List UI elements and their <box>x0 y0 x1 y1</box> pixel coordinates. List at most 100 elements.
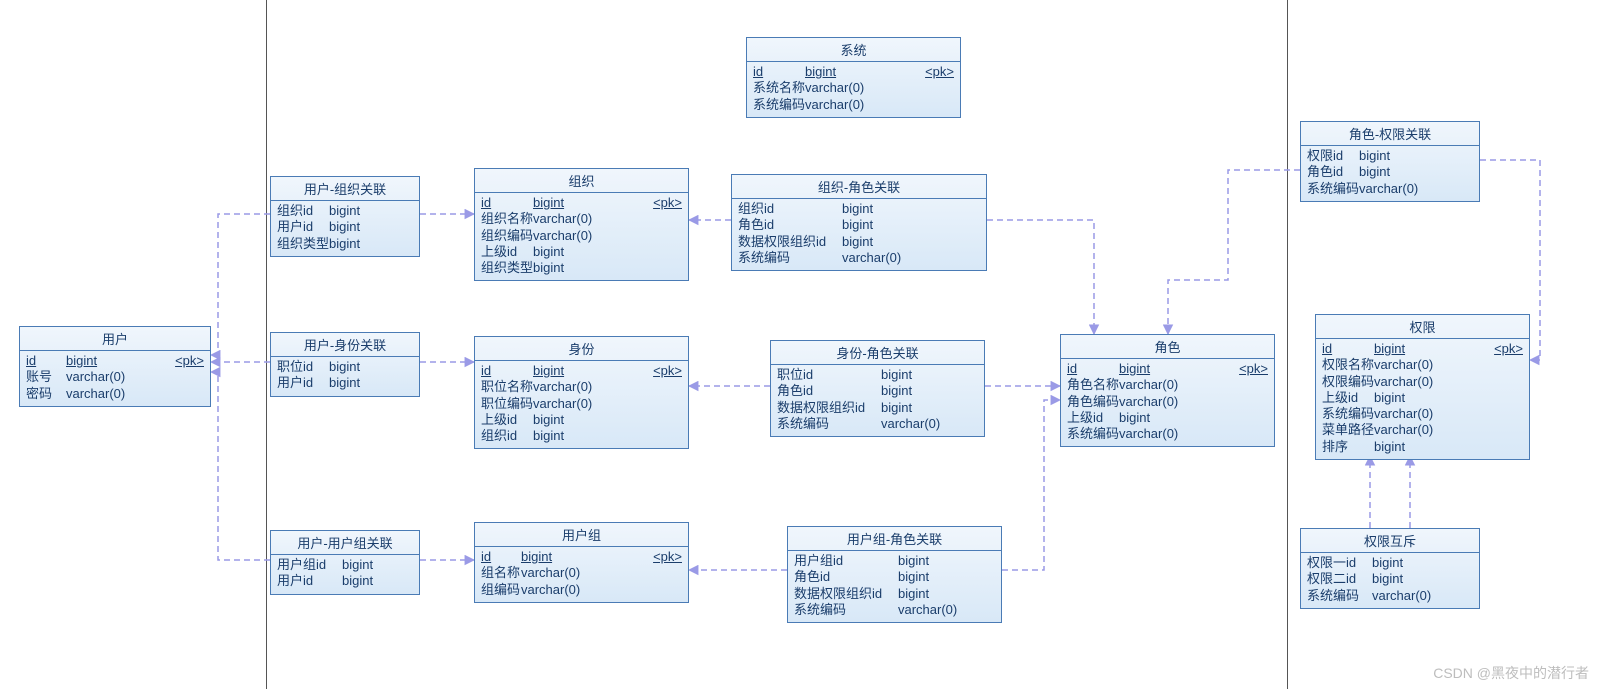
field-row: 上级idbigint <box>1067 410 1268 426</box>
field-type: bigint <box>66 353 141 369</box>
entity-title: 用户-身份关联 <box>271 333 419 357</box>
field-type: varchar(0) <box>805 97 880 113</box>
entity-role: 角色idbigint<pk>角色名称varchar(0)角色编码varchar(… <box>1060 334 1275 447</box>
entity-body: idbigint<pk>权限名称varchar(0)权限编码varchar(0)… <box>1316 339 1529 459</box>
connector <box>987 220 1094 334</box>
field-type: bigint <box>329 359 404 375</box>
field-type: bigint <box>842 201 917 217</box>
field-type: bigint <box>533 363 608 379</box>
field-type: bigint <box>1372 571 1447 587</box>
field-name: 密码 <box>26 386 66 402</box>
field-type: varchar(0) <box>1359 181 1434 197</box>
field-type: bigint <box>881 367 956 383</box>
field-name: id <box>753 64 805 80</box>
field-pk: <pk> <box>608 363 682 379</box>
field-type: bigint <box>533 195 608 211</box>
field-row: 账号varchar(0) <box>26 369 204 385</box>
entity-body: idbigint<pk>组织名称varchar(0)组织编码varchar(0)… <box>475 193 688 280</box>
field-row: 角色idbigint <box>1307 164 1473 180</box>
entity-title: 系统 <box>747 38 960 62</box>
field-row: 角色idbigint <box>738 217 980 233</box>
entity-iden_role: 身份-角色关联职位idbigint角色idbigint数据权限组织idbigin… <box>770 340 985 437</box>
field-row: 组织编码varchar(0) <box>481 228 682 244</box>
field-row: 数据权限组织idbigint <box>738 234 980 250</box>
entity-body: idbigint<pk>账号varchar(0)密码varchar(0) <box>20 351 210 406</box>
field-row: idbigint<pk> <box>481 195 682 211</box>
field-row: 系统编码varchar(0) <box>1322 406 1523 422</box>
field-type: varchar(0) <box>1374 357 1449 373</box>
entity-org: 组织idbigint<pk>组织名称varchar(0)组织编码varchar(… <box>474 168 689 281</box>
field-name: 角色id <box>738 217 842 233</box>
entity-body: 权限idbigint角色idbigint系统编码varchar(0) <box>1301 146 1479 201</box>
field-type: bigint <box>533 412 608 428</box>
entity-body: idbigint<pk>系统名称varchar(0)系统编码varchar(0) <box>747 62 960 117</box>
entity-title: 角色 <box>1061 335 1274 359</box>
field-row: 权限名称varchar(0) <box>1322 357 1523 373</box>
field-name: 组织id <box>277 203 329 219</box>
field-name: 上级id <box>1322 390 1374 406</box>
field-name: 权限id <box>1307 148 1359 164</box>
vline-right <box>1287 0 1288 689</box>
field-type: bigint <box>533 428 608 444</box>
field-type: bigint <box>342 573 417 589</box>
field-pk: <pk> <box>880 64 954 80</box>
entity-title: 权限互斥 <box>1301 529 1479 553</box>
field-type: bigint <box>1359 148 1434 164</box>
field-pk: <pk> <box>141 353 204 369</box>
field-row: 权限一idbigint <box>1307 555 1473 571</box>
field-row: 职位idbigint <box>777 367 978 383</box>
field-row: 上级idbigint <box>481 412 682 428</box>
entity-perm: 权限idbigint<pk>权限名称varchar(0)权限编码varchar(… <box>1315 314 1530 460</box>
field-type: bigint <box>329 203 404 219</box>
field-type: varchar(0) <box>521 565 596 581</box>
field-name: 系统编码 <box>777 416 881 432</box>
field-row: 权限二idbigint <box>1307 571 1473 587</box>
field-row: 组织类型bigint <box>481 260 682 276</box>
field-type: bigint <box>805 64 880 80</box>
field-name: 账号 <box>26 369 66 385</box>
entity-title: 组织-角色关联 <box>732 175 986 199</box>
field-name: 角色id <box>777 383 881 399</box>
field-row: 用户idbigint <box>277 375 413 391</box>
entity-title: 权限 <box>1316 315 1529 339</box>
field-row: 上级idbigint <box>481 244 682 260</box>
field-name: 权限编码 <box>1322 374 1374 390</box>
field-name: 系统编码 <box>1307 588 1372 604</box>
field-type: varchar(0) <box>842 250 917 266</box>
field-name: 组织编码 <box>481 228 533 244</box>
field-row: 组编码varchar(0) <box>481 582 682 598</box>
field-row: 数据权限组织idbigint <box>777 400 978 416</box>
field-name: 上级id <box>481 412 533 428</box>
field-type: varchar(0) <box>533 211 608 227</box>
entity-title: 用户 <box>20 327 210 351</box>
entity-body: idbigint<pk>职位名称varchar(0)职位编码varchar(0)… <box>475 361 688 448</box>
field-type: varchar(0) <box>1372 588 1447 604</box>
field-type: bigint <box>533 244 608 260</box>
field-type: varchar(0) <box>66 386 141 402</box>
field-type: bigint <box>1119 361 1194 377</box>
field-type: bigint <box>1374 390 1449 406</box>
field-type: varchar(0) <box>1119 377 1194 393</box>
field-row: 角色idbigint <box>777 383 978 399</box>
field-pk: <pk> <box>596 549 682 565</box>
field-type: varchar(0) <box>533 379 608 395</box>
field-type: bigint <box>881 400 956 416</box>
field-name: 排序 <box>1322 439 1374 455</box>
field-name: id <box>1322 341 1374 357</box>
field-name: 角色编码 <box>1067 394 1119 410</box>
field-type: bigint <box>1119 410 1194 426</box>
field-type: bigint <box>533 260 608 276</box>
field-row: 系统编码varchar(0) <box>794 602 995 618</box>
field-row: 角色名称varchar(0) <box>1067 377 1268 393</box>
entity-body: 职位idbigint用户idbigint <box>271 357 419 396</box>
field-type: bigint <box>329 219 404 235</box>
entity-identity: 身份idbigint<pk>职位名称varchar(0)职位编码varchar(… <box>474 336 689 449</box>
field-name: 组名称 <box>481 565 521 581</box>
field-row: 系统编码varchar(0) <box>753 97 954 113</box>
field-name: 用户id <box>277 219 329 235</box>
field-name: 数据权限组织id <box>794 586 898 602</box>
field-name: 系统编码 <box>753 97 805 113</box>
field-row: 菜单路径varchar(0) <box>1322 422 1523 438</box>
field-type: varchar(0) <box>521 582 596 598</box>
entity-title: 组织 <box>475 169 688 193</box>
